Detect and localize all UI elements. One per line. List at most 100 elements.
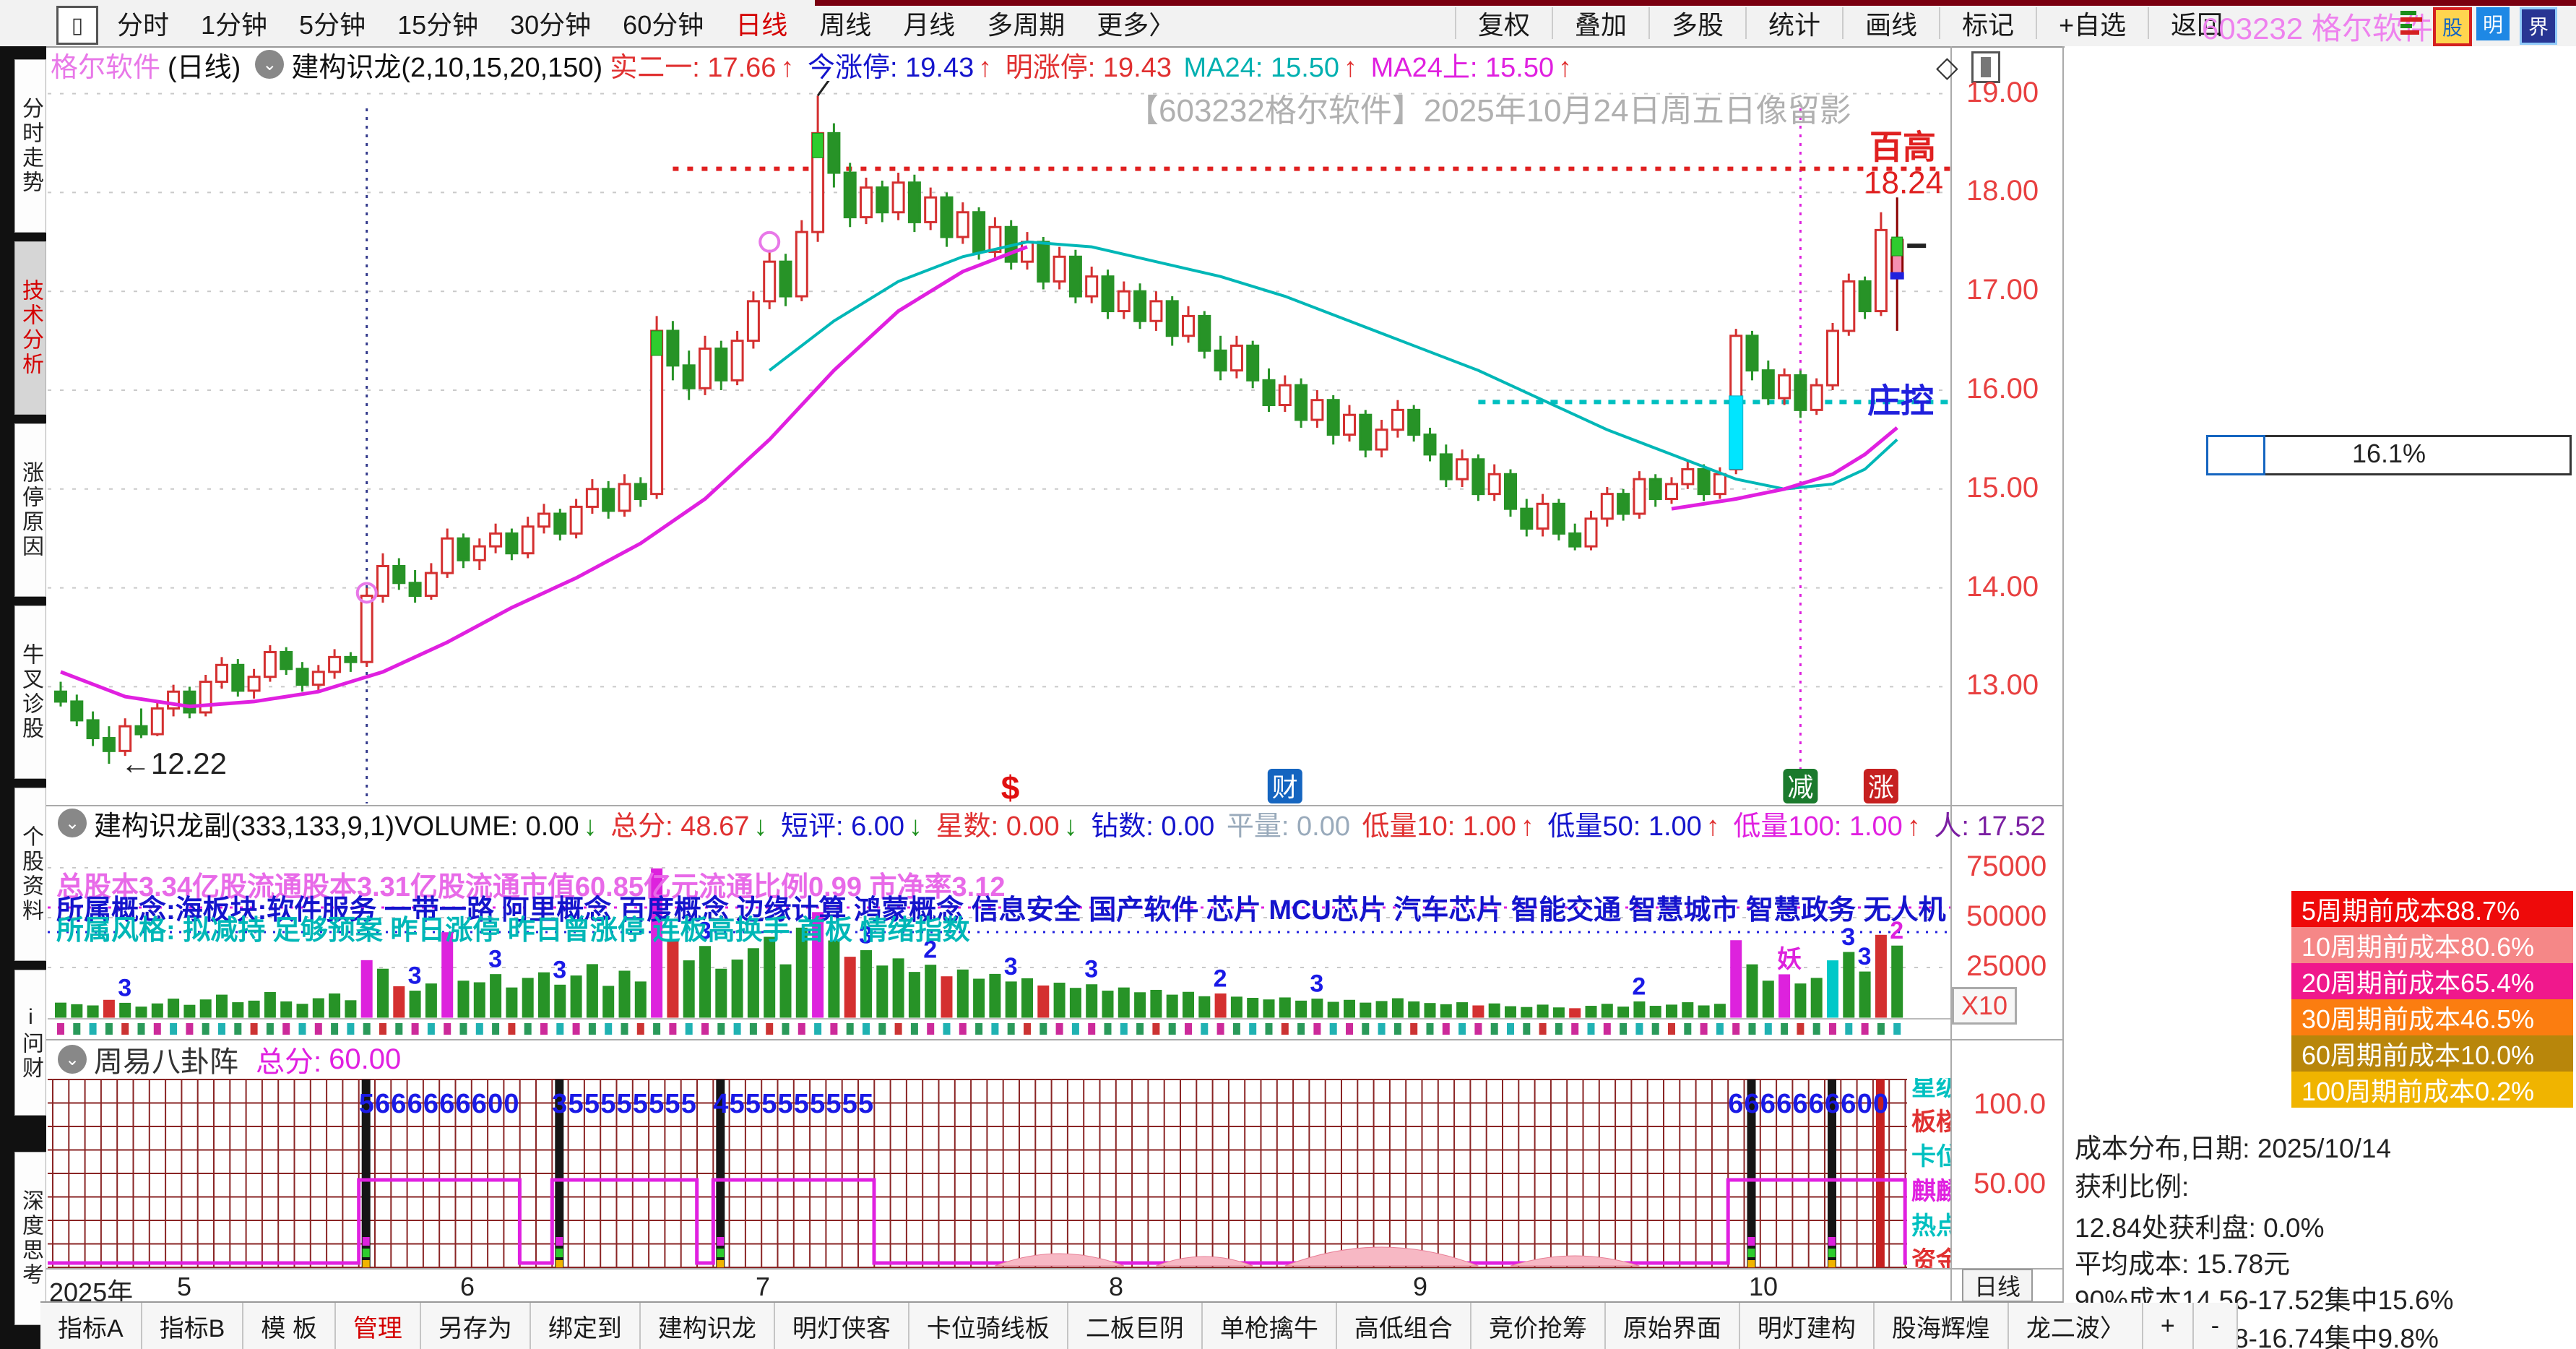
collapse-icon-3[interactable]: ⌄ — [58, 1045, 87, 1074]
svg-text:涨: 涨 — [1868, 772, 1894, 802]
jie-app-icon[interactable]: 界 — [2520, 7, 2557, 45]
toolbar-item-二板巨阴[interactable]: 二板巨阴 — [1068, 1303, 1203, 1349]
menu-item-返回[interactable]: 返回 — [2148, 7, 2244, 40]
menu-item-5分钟[interactable]: 5分钟 — [299, 10, 366, 40]
axis-label-25000: 25000 — [1966, 950, 2047, 982]
svg-text:6: 6 — [472, 1089, 487, 1119]
toolbar-item-原始界面[interactable]: 原始界面 — [1605, 1303, 1740, 1349]
svg-text:3: 3 — [698, 918, 712, 945]
svg-text:3: 3 — [488, 946, 502, 973]
svg-text:5: 5 — [617, 1089, 632, 1119]
toolbar-item-明灯侠客[interactable]: 明灯侠客 — [774, 1303, 909, 1349]
menu-item-统计[interactable]: 统计 — [1745, 7, 1842, 40]
svg-text:5: 5 — [681, 1089, 696, 1119]
menu-item-分时[interactable]: 分时 — [117, 10, 170, 40]
toolbar-item-高低组合[interactable]: 高低组合 — [1336, 1303, 1471, 1349]
window-icon[interactable]: ▯ — [56, 6, 98, 45]
sidebar-item-技术分析[interactable]: 技术分析 — [14, 241, 46, 415]
zoom-in-button[interactable]: + — [2143, 1303, 2194, 1349]
legend-10周期前成本80.6%: 10周期前成本80.6% — [2291, 927, 2573, 963]
stock-id-label: 603232 格尔软件 — [2202, 12, 2433, 46]
avg-cost-line: 平均成本: 15.78元 — [2075, 1249, 2291, 1279]
menu-item-1分钟[interactable]: 1分钟 — [201, 10, 268, 40]
svg-text:←12.22: ←12.22 — [121, 746, 227, 780]
svg-text:5: 5 — [810, 1089, 825, 1119]
sidebar-item-i问财[interactable]: i问财 — [14, 970, 46, 1116]
menu-item-叠加[interactable]: 叠加 — [1552, 7, 1648, 40]
axis-divider — [1950, 46, 1952, 1301]
bagua-grid-chart[interactable]: 5 6 6 6 6 6 6 6 0 0 3 5 5 5 5 5 5 5 5 4 5 5 5 5 5 5 5 5 5 6 6 6 6 6 6 6 6 0 0星… — [46, 1078, 1950, 1268]
time-label-9: 9 — [1413, 1272, 1428, 1301]
toolbar-item-单枪擒牛[interactable]: 单枪擒牛 — [1202, 1303, 1337, 1349]
menu-item-+自选[interactable]: +自选 — [2036, 7, 2148, 40]
toolbar-item-建构识龙[interactable]: 建构识龙 — [640, 1303, 775, 1349]
menu-item-标记[interactable]: 标记 — [1939, 7, 2036, 40]
maximize-icon[interactable] — [1971, 51, 2000, 83]
menu-item-60分钟[interactable]: 60分钟 — [623, 10, 704, 40]
menu-item-30分钟[interactable]: 30分钟 — [510, 10, 592, 40]
toolbar-item-指标A[interactable]: 指标A — [40, 1303, 142, 1349]
menu-item-更多〉[interactable]: 更多〉 — [1097, 10, 1175, 40]
svg-text:5: 5 — [584, 1089, 600, 1119]
svg-text:5: 5 — [761, 1089, 777, 1119]
toolbar-item-指标B[interactable]: 指标B — [142, 1303, 244, 1349]
collapse-icon[interactable]: ⌄ — [255, 50, 285, 79]
svg-text:妖: 妖 — [1777, 946, 1802, 973]
sidebar-item-个股资料[interactable]: 个股资料 — [14, 788, 46, 961]
trend-arrow: ↑ — [1558, 52, 1573, 83]
collapse-icon-2[interactable]: ⌄ — [58, 809, 87, 837]
diamond-icon[interactable]: ◇ — [1936, 51, 1958, 83]
menu-item-月线[interactable]: 月线 — [903, 10, 956, 40]
toolbar-item-卡位骑线板[interactable]: 卡位骑线板 — [909, 1303, 1068, 1349]
toolbar-item-另存为[interactable]: 另存为 — [420, 1303, 531, 1349]
toolbar-item-模 板[interactable]: 模 板 — [243, 1303, 336, 1349]
value-低量100:: 低量100: 1.00 — [1725, 811, 1903, 842]
axis-label-14.00: 14.00 — [1966, 570, 2039, 603]
svg-text:5: 5 — [730, 1089, 745, 1119]
menu-item-复权[interactable]: 复权 — [1455, 7, 1552, 40]
panel-divider — [2062, 46, 2064, 1349]
value-人:: 人: 17.52 — [1926, 811, 2046, 842]
svg-text:18.24: 18.24 — [1864, 165, 1943, 201]
toolbar-item-管理[interactable]: 管理 — [335, 1303, 421, 1349]
menu-item-多股[interactable]: 多股 — [1648, 7, 1745, 40]
indicator-values: 实二一: 17.66 ↑ 今涨停: 19.43 ↑ 明涨停: 19.43 MA24:… — [610, 45, 1578, 85]
svg-text:6: 6 — [1728, 1089, 1743, 1119]
ming-app-icon[interactable]: 明 — [2476, 7, 2510, 40]
svg-text:板楼: 板楼 — [1911, 1108, 1950, 1136]
toolbar-item-明灯建构[interactable]: 明灯建构 — [1739, 1303, 1875, 1349]
axis-label-100.0: 100.0 — [1974, 1088, 2046, 1120]
sidebar-item-深度思考[interactable]: 深度思考 — [14, 1152, 46, 1325]
svg-text:2: 2 — [1890, 917, 1903, 944]
menu-item-画线[interactable]: 画线 — [1842, 7, 1939, 40]
svg-text:3: 3 — [1841, 923, 1855, 951]
period-box[interactable]: 日线 — [1962, 1269, 2033, 1302]
value-MA24:: MA24: 15.50 — [1176, 52, 1340, 83]
main-candlestick-chart[interactable]: 百高18.24庄控18.98←12.22【603232格尔软件】2025年10月… — [46, 81, 1950, 806]
menu-item-周线[interactable]: 周线 — [819, 10, 872, 40]
toolbar-item-绑定到[interactable]: 绑定到 — [530, 1303, 641, 1349]
value-短评:: 短评: 6.00 — [773, 811, 905, 842]
value-明涨停:: 明涨停: 19.43 — [998, 52, 1172, 83]
mini-bars-icon[interactable] — [2397, 7, 2430, 40]
svg-text:0: 0 — [503, 1089, 519, 1119]
svg-text:5: 5 — [745, 1089, 761, 1119]
menu-item-15分钟[interactable]: 15分钟 — [397, 10, 479, 40]
pane-divider-3 — [46, 1268, 2063, 1270]
bagua-score: 60.00 — [329, 1043, 402, 1075]
svg-text:6: 6 — [375, 1089, 390, 1119]
svg-text:资金: 资金 — [1911, 1246, 1950, 1268]
toolbar-item-竞价抢筹[interactable]: 竞价抢筹 — [1471, 1303, 1606, 1349]
toolbar-item-股海辉煌[interactable]: 股海辉煌 — [1874, 1303, 2009, 1349]
menu-item-多周期[interactable]: 多周期 — [987, 10, 1066, 40]
sidebar-item-涨停原因[interactable]: 涨停原因 — [14, 423, 46, 597]
sidebar-item-分时走势[interactable]: 分时走势 — [14, 59, 46, 233]
stock-app-icon[interactable]: 股 — [2433, 7, 2472, 46]
toolbar-item-龙二波〉[interactable]: 龙二波〉 — [2008, 1303, 2143, 1349]
zoom-out-button[interactable]: - — [2193, 1303, 2239, 1349]
svg-text:3: 3 — [553, 956, 566, 983]
svg-text:财: 财 — [1272, 772, 1298, 802]
menu-item-日线[interactable]: 日线 — [735, 10, 788, 40]
sidebar-item-牛叉诊股[interactable]: 牛叉诊股 — [14, 605, 46, 779]
